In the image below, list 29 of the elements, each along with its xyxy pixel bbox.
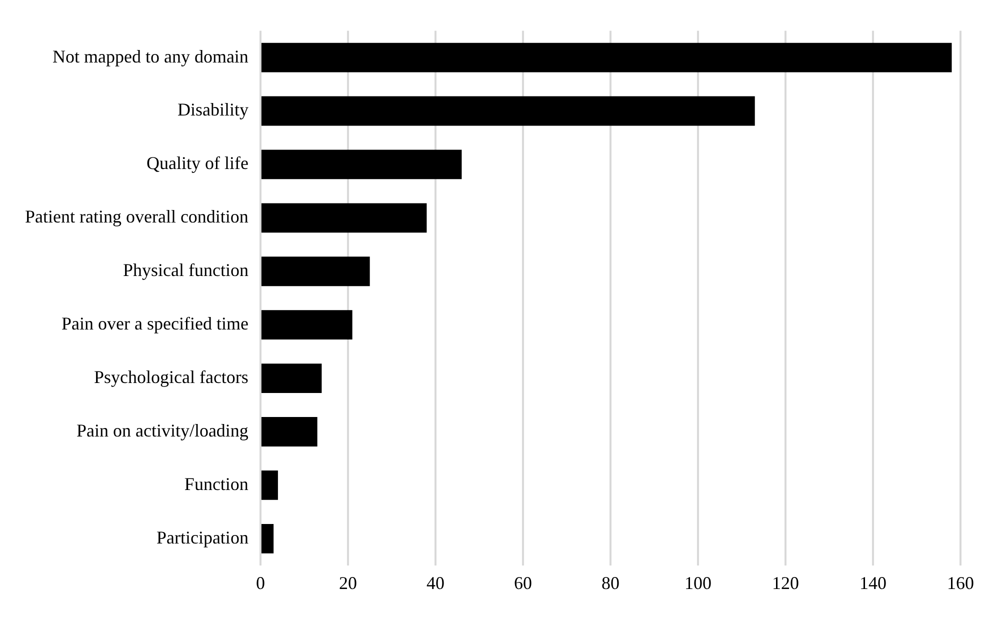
y-tick-label: Psychological factors: [94, 367, 248, 388]
bar: [261, 524, 274, 554]
x-tick-label: 40: [426, 572, 444, 593]
y-tick-label: Pain over a specified time: [62, 314, 248, 334]
x-tick-label: 20: [338, 572, 357, 593]
y-tick-label: Quality of life: [146, 153, 248, 174]
x-tick-label: 120: [772, 572, 799, 593]
bar: [261, 96, 755, 126]
x-tick-label: 0: [256, 572, 265, 593]
bar: [261, 310, 352, 340]
x-tick-label: 160: [947, 572, 974, 593]
y-tick-label: Function: [184, 474, 248, 494]
y-tick-label: Physical function: [122, 260, 248, 280]
y-tick-label: Not mapped to any domain: [52, 46, 248, 66]
bar: [261, 42, 952, 72]
bar: [261, 417, 318, 446]
bar: [261, 364, 322, 393]
bar: [261, 256, 370, 286]
x-tick-label: 80: [601, 572, 620, 593]
bar: [261, 470, 278, 500]
y-tick-label: Patient rating overall condition: [24, 206, 248, 227]
y-tick-label: Pain on activity/loading: [76, 420, 248, 440]
bar: [261, 150, 462, 180]
y-tick-label: Participation: [156, 527, 248, 548]
x-tick-label: 100: [684, 572, 712, 593]
y-tick-label: Disability: [177, 100, 248, 120]
x-tick-label: 60: [514, 572, 532, 593]
bar: [261, 203, 427, 233]
x-tick-label: 140: [859, 572, 886, 593]
